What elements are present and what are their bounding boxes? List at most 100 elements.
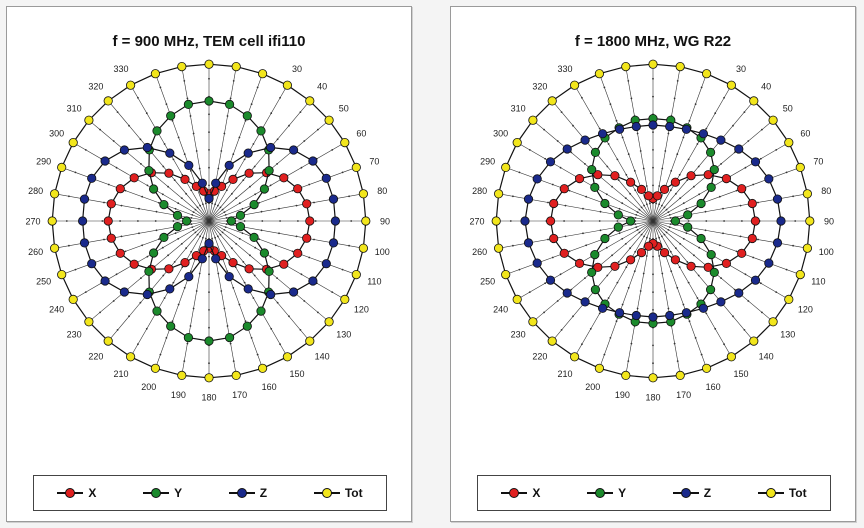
spoke-tick [640, 206, 643, 209]
spoke-tick [124, 189, 127, 192]
spoke-tick [585, 195, 588, 198]
spoke-tick [658, 255, 661, 257]
angle-tick-label: 20 [708, 59, 718, 61]
spoke-tick [115, 166, 118, 169]
spoke-tick [243, 220, 246, 222]
legend-label-x: X [88, 486, 97, 500]
legend-item-tot: Tot [313, 486, 363, 500]
angle-tick-label: 110 [811, 277, 825, 287]
spoke-tick [581, 220, 583, 222]
spoke-tick [196, 233, 199, 236]
spoke-tick [220, 150, 223, 152]
spoke-line [154, 70, 210, 222]
spoke-tick [226, 170, 229, 172]
spoke-tick [229, 97, 232, 100]
spoke-tick [224, 214, 227, 216]
data-point-tot [258, 69, 268, 79]
spoke-tick [159, 86, 162, 89]
spoke-tick [261, 220, 264, 222]
spoke-tick [288, 124, 290, 127]
spoke-tick [244, 320, 247, 323]
data-point-x [164, 168, 174, 178]
spoke-tick [68, 244, 70, 247]
spoke-tick [190, 250, 193, 253]
spoke-tick [243, 158, 246, 161]
data-point-z [776, 216, 786, 226]
data-point-tot [528, 317, 538, 327]
spoke-tick [172, 158, 175, 161]
data-point-x [686, 261, 696, 271]
data-point-z [197, 178, 207, 188]
data-point-tot [768, 317, 778, 327]
angle-tick-label: 30 [736, 64, 746, 74]
spoke-tick [615, 320, 618, 323]
data-point-y [683, 222, 693, 232]
spoke-tick [705, 220, 708, 222]
series-tot [491, 59, 815, 383]
angle-tick-label: 230 [511, 330, 526, 340]
spoke-tick [609, 103, 612, 105]
spoke-tick [584, 163, 586, 165]
data-point-y [670, 216, 680, 226]
spoke-tick [607, 297, 610, 299]
spoke-line [208, 98, 313, 222]
data-point-tot [501, 162, 511, 173]
legend-label-x: X [532, 486, 541, 500]
spoke-tick [636, 229, 639, 231]
spoke-tick [278, 207, 280, 210]
spoke-tick [231, 192, 233, 195]
spoke-tick [331, 149, 334, 151]
data-point-y [590, 182, 600, 192]
spoke-tick [563, 220, 565, 222]
spoke-tick [192, 307, 195, 310]
data-point-x [747, 198, 757, 209]
spoke-tick [208, 77, 210, 80]
spoke-tick [616, 220, 619, 222]
spoke-tick [198, 167, 201, 170]
data-point-z [698, 129, 708, 139]
spoke-tick [191, 214, 194, 216]
spoke-tick [636, 307, 639, 310]
spoke-line [652, 82, 734, 222]
spoke-tick [646, 203, 648, 206]
data-point-y [683, 210, 693, 220]
data-point-tot [512, 138, 522, 148]
legend-swatch-y [143, 487, 170, 499]
spoke-tick [234, 173, 237, 176]
spoke-tick [177, 136, 180, 139]
data-point-y [159, 232, 169, 242]
data-point-y [587, 165, 597, 175]
angle-tick-label: 40 [317, 82, 327, 92]
spoke-tick [732, 124, 734, 127]
angle-tick-label: 200 [585, 382, 600, 392]
data-point-tot [351, 270, 361, 280]
spoke-tick [208, 291, 210, 293]
data-point-tot [795, 162, 805, 173]
data-point-z [204, 238, 214, 248]
data-point-y [235, 210, 246, 220]
data-point-tot [493, 243, 504, 253]
data-point-y [259, 248, 269, 258]
spoke-tick [518, 268, 521, 271]
spoke-tick [518, 171, 521, 174]
spoke-tick [270, 327, 273, 330]
data-point-x [103, 216, 113, 226]
spoke-tick [192, 211, 195, 214]
spoke-line [598, 70, 654, 222]
angle-tick-label: 90 [380, 217, 390, 227]
data-point-y [613, 222, 623, 232]
spoke-tick [556, 140, 559, 142]
angle-tick-label: 290 [36, 156, 51, 166]
spoke-tick [74, 268, 77, 271]
data-point-x [180, 174, 190, 185]
spoke-tick [183, 360, 186, 362]
spoke-tick [630, 97, 633, 100]
data-point-tot [49, 243, 60, 253]
spoke-tick [582, 232, 584, 235]
angle-tick-label: 60 [356, 129, 366, 139]
data-point-z [100, 156, 110, 166]
data-point-y [590, 147, 600, 158]
spoke-tick [226, 115, 229, 117]
angle-tick-label: 20 [264, 59, 274, 61]
data-point-z [211, 254, 221, 264]
